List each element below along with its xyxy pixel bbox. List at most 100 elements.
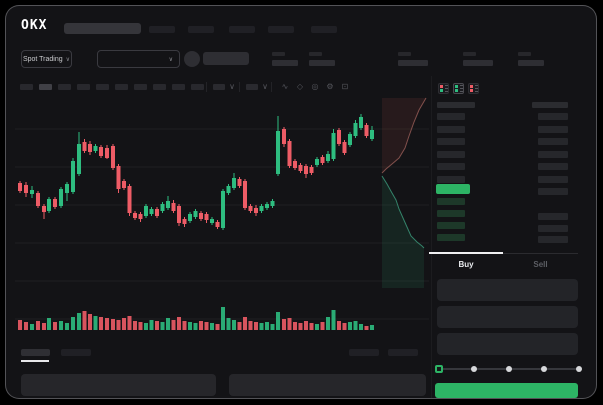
nav-item[interactable] <box>188 26 214 33</box>
amount-bar <box>538 188 568 195</box>
amount-bar <box>538 224 568 232</box>
okx-logo[interactable]: OKX <box>21 18 48 33</box>
volume-bar <box>342 323 347 330</box>
draw-tools-icon[interactable]: ◇ <box>296 82 304 91</box>
nav-item[interactable] <box>149 26 175 33</box>
candle-body <box>331 133 336 159</box>
ask-price-bar[interactable] <box>437 138 465 145</box>
ticker-stat-label <box>309 52 322 56</box>
candle-body <box>309 167 314 173</box>
bid-price-bar[interactable] <box>437 198 465 205</box>
market-type-dropdown[interactable]: Spot Trading ∨ <box>21 50 72 68</box>
orderbook-asks-view-icon[interactable] <box>468 83 479 94</box>
fullscreen-icon[interactable]: ⊡ <box>341 82 349 91</box>
toolbar-dropdown[interactable] <box>213 84 225 90</box>
volume-bar <box>370 325 374 330</box>
tab-sell[interactable]: Sell <box>533 260 548 269</box>
candlestick-chart[interactable] <box>15 96 429 346</box>
slider-dot[interactable] <box>506 366 512 372</box>
orderbook-header-price <box>437 102 475 108</box>
volume-bar <box>82 311 87 330</box>
timeframe-button[interactable] <box>20 84 33 90</box>
bottom-tab[interactable] <box>61 349 91 356</box>
candle-body <box>359 117 363 128</box>
settings-icon[interactable]: ⚙ <box>326 82 334 91</box>
volume-bar <box>193 323 198 330</box>
order-input-field[interactable] <box>437 279 578 301</box>
volume-bar <box>298 323 303 330</box>
timeframe-button[interactable] <box>191 84 204 90</box>
slider-dot[interactable] <box>471 366 477 372</box>
candle-body <box>337 130 341 144</box>
pair-select-dropdown[interactable]: ∨ <box>97 50 180 68</box>
market-type-label: Spot Trading <box>22 55 63 63</box>
volume-bar <box>30 324 34 330</box>
depth-bids-line <box>381 175 425 249</box>
ask-price-bar[interactable] <box>437 163 465 170</box>
candle-body <box>199 213 203 219</box>
candle-body <box>71 161 75 192</box>
search-input[interactable] <box>64 23 141 34</box>
order-input-field[interactable] <box>437 333 578 355</box>
candle-body <box>155 209 159 216</box>
amount-bar <box>538 150 568 158</box>
candle-body <box>99 147 103 156</box>
volume-bar <box>210 323 214 330</box>
slider-handle[interactable] <box>435 365 443 373</box>
chevron-down-icon: ∨ <box>65 56 71 63</box>
nav-item[interactable] <box>268 26 294 33</box>
bid-price-bar[interactable] <box>437 210 465 217</box>
volume-bar <box>166 318 170 330</box>
depth-asks-area <box>382 98 426 173</box>
tab-buy[interactable]: Buy <box>458 260 474 269</box>
bid-price-bar[interactable] <box>437 233 465 241</box>
timeframe-button[interactable] <box>77 84 90 90</box>
timeframe-button[interactable] <box>58 84 71 90</box>
nav-item[interactable] <box>229 26 255 33</box>
screenshot-icon[interactable]: ◎ <box>311 82 319 91</box>
order-input-field[interactable] <box>437 306 578 328</box>
candle-body <box>24 185 28 193</box>
buy-submit-button[interactable] <box>435 383 578 398</box>
last-price-pill[interactable] <box>436 184 470 194</box>
volume-bar <box>160 322 165 330</box>
timeframe-button[interactable] <box>39 84 52 90</box>
timeframe-button[interactable] <box>153 84 166 90</box>
volume-bar <box>59 321 63 330</box>
toolbar-dropdown[interactable] <box>246 84 258 90</box>
volume-bar <box>270 324 275 330</box>
amount-bar <box>538 236 568 243</box>
chevron-down-icon: ∨ <box>229 82 235 91</box>
candle-body <box>42 206 46 212</box>
volume-bar <box>47 318 51 330</box>
wave-indicator-icon[interactable]: ∿ <box>281 82 289 91</box>
bottom-tab-active[interactable] <box>21 349 50 356</box>
volume-bar <box>177 317 181 330</box>
pair-name-placeholder <box>203 52 249 65</box>
orderbook-bids-view-icon[interactable] <box>453 83 464 94</box>
candle-body <box>160 204 165 211</box>
bottom-toolbar-item[interactable] <box>349 349 379 356</box>
timeframe-button[interactable] <box>134 84 147 90</box>
candle-body <box>59 189 63 206</box>
candle-body <box>210 219 214 223</box>
timeframe-button[interactable] <box>115 84 128 90</box>
timeframe-button[interactable] <box>96 84 109 90</box>
slider-dot[interactable] <box>576 366 582 372</box>
volume-bar <box>24 322 28 330</box>
ask-price-bar[interactable] <box>437 125 465 133</box>
slider-dot[interactable] <box>541 366 547 372</box>
volume-bar <box>18 320 22 330</box>
nav-item[interactable] <box>311 26 337 33</box>
ask-price-bar[interactable] <box>437 113 465 120</box>
volume-bar <box>36 321 40 330</box>
ask-price-bar[interactable] <box>437 175 465 183</box>
orderbook-both-view-icon[interactable] <box>438 83 449 94</box>
bid-price-bar[interactable] <box>437 222 465 229</box>
candle-body <box>149 209 154 214</box>
bottom-toolbar-item[interactable] <box>388 349 418 356</box>
orders-panel-placeholder <box>229 374 426 396</box>
ask-price-bar[interactable] <box>437 150 465 158</box>
volume-bar <box>309 323 314 330</box>
timeframe-button[interactable] <box>172 84 185 90</box>
